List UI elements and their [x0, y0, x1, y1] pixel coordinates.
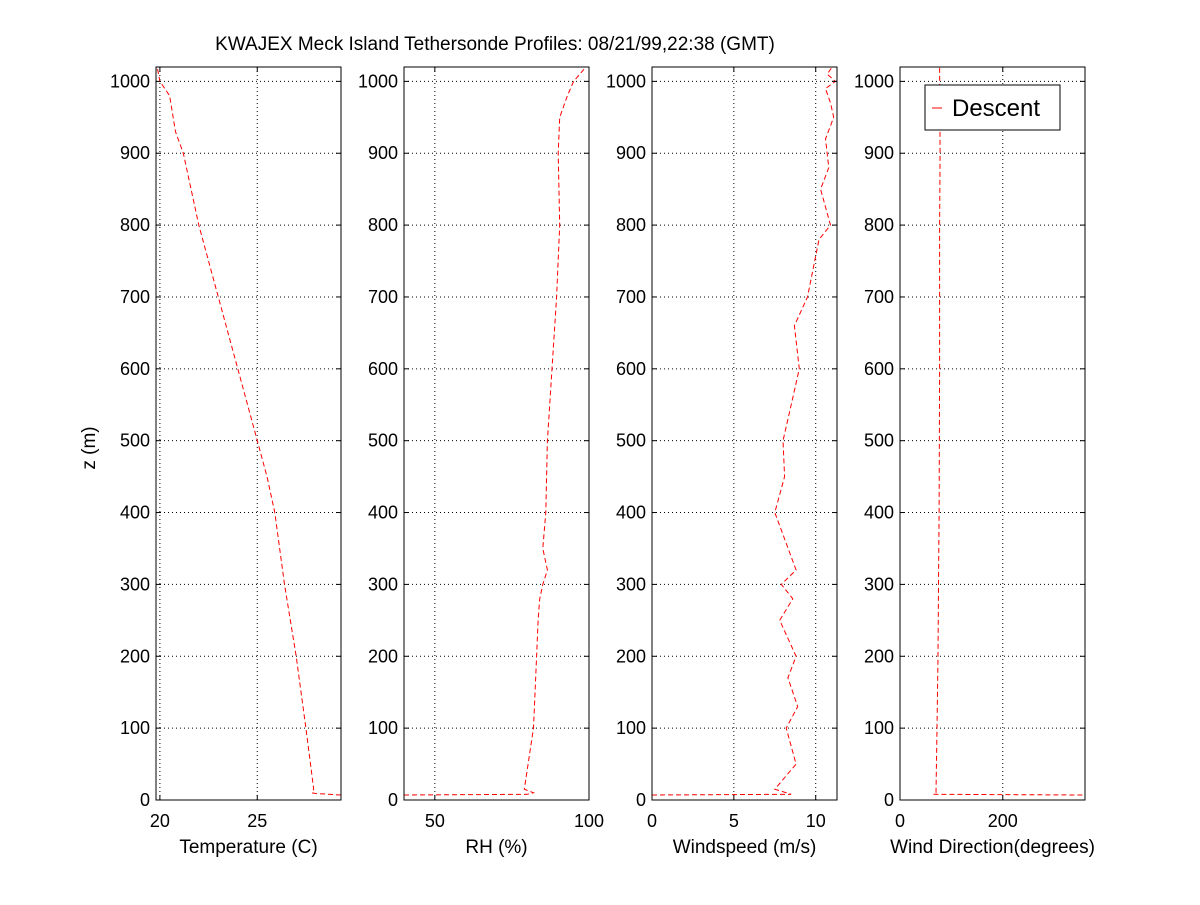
- plot-area: [156, 67, 341, 800]
- axes-frame: [155, 66, 342, 801]
- y-tick-label: 600: [368, 359, 398, 379]
- y-tick-label: 800: [120, 215, 150, 235]
- x-tick-label: 25: [247, 811, 267, 831]
- series-line-descent: [403, 66, 587, 796]
- y-tick-label: 500: [120, 431, 150, 451]
- series-line-descent: [931, 66, 1083, 796]
- y-tick-label: 700: [864, 287, 894, 307]
- x-tick-label: 200: [988, 811, 1018, 831]
- y-tick-label: 1000: [358, 71, 398, 91]
- shared-y-axis-label: z (m): [79, 426, 100, 469]
- panel-1: 0 100 200 300 400 500 600 700 800 900 1000 20 25 Temp…: [110, 66, 342, 858]
- x-axis-label: Wind Direction(degrees): [890, 837, 1095, 858]
- y-tick-label: 700: [120, 287, 150, 307]
- axes-frame: [899, 66, 1086, 801]
- y-tick-label: 900: [120, 143, 150, 163]
- y-tick-label: 400: [120, 503, 150, 523]
- axes-frame: [651, 66, 838, 801]
- y-tick-label: 800: [368, 215, 398, 235]
- x-tick-label: 0: [647, 811, 657, 831]
- legend-label-descent: Descent: [952, 95, 1040, 122]
- y-tick-label: 500: [864, 431, 894, 451]
- x-tick-label: 5: [729, 811, 739, 831]
- y-tick-label: 800: [864, 215, 894, 235]
- y-tick-label: 900: [864, 143, 894, 163]
- y-tick-label: 0: [140, 790, 150, 810]
- y-tick-label: 300: [616, 574, 646, 594]
- y-tick-label: 600: [616, 359, 646, 379]
- x-tick-label: 100: [574, 811, 604, 831]
- y-tick-label: 200: [864, 646, 894, 666]
- x-axis-label: Windspeed (m/s): [673, 837, 817, 858]
- x-tick-label: 50: [425, 811, 445, 831]
- legend: Descent: [924, 84, 1061, 131]
- y-tick-label: 1000: [854, 71, 894, 91]
- y-tick-label: 100: [864, 718, 894, 738]
- plot-area: [652, 67, 837, 800]
- x-tick-label: 0: [895, 811, 905, 831]
- y-tick-label: 600: [864, 359, 894, 379]
- y-tick-label: 1000: [606, 71, 646, 91]
- y-tick-label: 1000: [110, 71, 150, 91]
- y-tick-label: 200: [368, 646, 398, 666]
- y-tick-label: 600: [120, 359, 150, 379]
- y-tick-label: 700: [616, 287, 646, 307]
- y-tick-label: 800: [616, 215, 646, 235]
- x-tick-label: 10: [806, 811, 826, 831]
- y-tick-label: 400: [616, 503, 646, 523]
- series-line-descent: [651, 66, 837, 796]
- y-tick-label: 700: [368, 287, 398, 307]
- y-tick-label: 0: [636, 790, 646, 810]
- y-tick-label: 100: [368, 718, 398, 738]
- y-tick-label: 100: [616, 718, 646, 738]
- y-tick-label: 900: [368, 143, 398, 163]
- y-tick-label: 400: [864, 503, 894, 523]
- legend-box: [924, 84, 1061, 131]
- y-tick-label: 500: [616, 431, 646, 451]
- y-tick-label: 300: [120, 574, 150, 594]
- axes-frame: [403, 66, 590, 801]
- y-tick-label: 400: [368, 503, 398, 523]
- y-tick-label: 100: [120, 718, 150, 738]
- panel-4: 0 100 200 300 400 500 600 700 800 900 1000 0 200 Wind…: [854, 66, 1095, 858]
- plot-area: [900, 67, 1085, 800]
- y-tick-label: 900: [616, 143, 646, 163]
- y-tick-label: 0: [884, 790, 894, 810]
- plot-area: [404, 67, 589, 800]
- y-tick-label: 0: [388, 790, 398, 810]
- x-tick-label: 20: [150, 811, 170, 831]
- y-tick-label: 300: [368, 574, 398, 594]
- panel-2: 0 100 200 300 400 500 600 700 800 900 1000 50 100 RH …: [358, 66, 604, 858]
- series-line-descent: [155, 66, 342, 796]
- y-tick-label: 300: [864, 574, 894, 594]
- x-axis-label: RH (%): [465, 837, 527, 858]
- panel-3: 0 100 200 300 400 500 600 700 800 900 1000 0 5 10 Wind…: [606, 66, 838, 858]
- figure-title: KWAJEX Meck Island Tethersonde Profiles:…: [215, 34, 775, 55]
- y-tick-label: 200: [616, 646, 646, 666]
- y-tick-label: 500: [368, 431, 398, 451]
- y-tick-label: 200: [120, 646, 150, 666]
- x-axis-label: Temperature (C): [179, 837, 317, 858]
